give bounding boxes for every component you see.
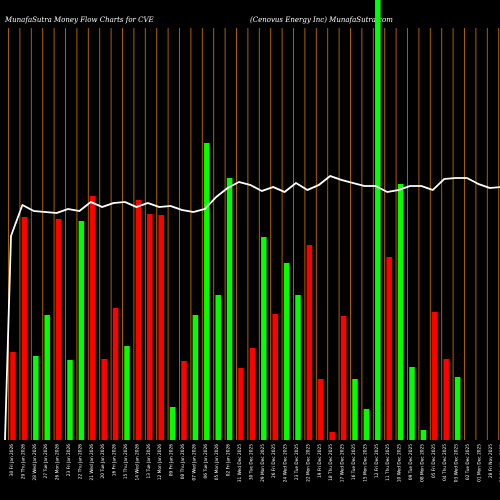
x-tick-label: 05 Mon Jan 2026 bbox=[214, 444, 220, 480]
money-flow-bar bbox=[318, 379, 324, 440]
x-tick-label: 21 Wed Jan 2026 bbox=[89, 444, 95, 481]
money-flow-bar bbox=[386, 257, 392, 440]
money-flow-bar bbox=[249, 348, 256, 440]
money-flow-bar bbox=[124, 346, 130, 440]
x-tick-label: 08 Mon Dec 2025 bbox=[419, 444, 425, 482]
x-tick-label: 14 Wed Jan 2026 bbox=[134, 444, 140, 481]
x-tick-label: 20 Tue Jan 2026 bbox=[100, 444, 106, 479]
x-tick-label: 30 Tue Dec 2025 bbox=[248, 444, 254, 480]
money-flow-bar bbox=[352, 379, 358, 440]
money-flow-bar bbox=[112, 308, 119, 440]
x-tick-label: 28 Fri Nov 2025 bbox=[488, 444, 494, 478]
x-tick-label: 29 Thu Jan 2026 bbox=[20, 444, 26, 479]
x-tick-label: 30 Fri Jan 2026 bbox=[9, 444, 15, 477]
x-tick-label: 15 Mon Dec 2025 bbox=[362, 444, 368, 482]
x-tick-label: 18 Thu Dec 2025 bbox=[328, 444, 334, 481]
x-tick-label: 23 Fri Jan 2026 bbox=[66, 444, 72, 477]
money-flow-bar bbox=[44, 315, 50, 440]
x-tick-label: 15 Thu Jan 2026 bbox=[123, 444, 129, 479]
money-flow-bar bbox=[169, 407, 176, 440]
chart-subtitle: (Cenovus Energy Inc) MunafaSutra.com bbox=[250, 16, 393, 24]
money-flow-bar bbox=[261, 237, 267, 440]
money-flow-bar bbox=[397, 184, 404, 440]
money-flow-bars bbox=[10, 0, 461, 440]
x-tick-label: 16 Tue Dec 2025 bbox=[351, 444, 357, 480]
price-line bbox=[4, 175, 500, 441]
money-flow-bar bbox=[78, 221, 85, 440]
chart-title: MunafaSutra Money Flow Charts for CVE bbox=[4, 16, 154, 24]
x-tick-label: 22 Mon Dec 2025 bbox=[305, 444, 311, 482]
x-tick-labels: 30 Fri Jan 2026 29 Thu Jan 2026 28 Wed Jan… bbox=[9, 444, 500, 483]
money-flow-bar bbox=[90, 196, 96, 440]
x-tick-label: 13 Tue Jan 2026 bbox=[146, 444, 152, 479]
money-flow-bar bbox=[283, 263, 290, 440]
money-flow-bar bbox=[215, 295, 221, 440]
x-tick-label: 04 Thu Dec 2025 bbox=[442, 444, 448, 481]
money-flow-bar bbox=[158, 215, 164, 440]
money-flow-bar bbox=[33, 356, 39, 440]
x-tick-label: 06 Tue Jan 2026 bbox=[203, 444, 209, 479]
x-tick-label: 01 Mon Dec 2025 bbox=[476, 444, 482, 482]
x-tick-label: 02 Tue Dec 2025 bbox=[465, 444, 471, 480]
money-flow-bar bbox=[204, 143, 210, 440]
x-tick-label: 22 Thu Jan 2026 bbox=[77, 444, 83, 479]
x-tick-label: 12 Fri Dec 2025 bbox=[374, 444, 380, 478]
money-flow-bar bbox=[181, 361, 187, 440]
money-flow-bar bbox=[295, 295, 301, 440]
money-flow-bar bbox=[306, 245, 313, 440]
money-flow-bar bbox=[192, 315, 199, 440]
money-flow-bar bbox=[10, 352, 16, 440]
x-tick-label: 08 Thu Jan 2026 bbox=[180, 444, 186, 479]
money-flow-bar bbox=[238, 368, 244, 440]
money-flow-bar bbox=[101, 359, 107, 440]
x-tick-label: 27 Tue Jan 2026 bbox=[43, 444, 49, 479]
x-tick-label: 09 Tue Dec 2025 bbox=[408, 444, 414, 480]
money-flow-bar bbox=[443, 359, 449, 440]
money-flow-bar bbox=[329, 432, 335, 440]
x-tick-label: 09 Fri Jan 2026 bbox=[169, 444, 175, 477]
money-flow-bar bbox=[409, 367, 415, 440]
money-flow-bar bbox=[363, 409, 370, 440]
x-tick-label: 02 Fri Jan 2026 bbox=[226, 444, 232, 477]
money-flow-bar bbox=[340, 316, 347, 440]
money-flow-bar bbox=[55, 219, 62, 440]
money-flow-bar bbox=[147, 214, 153, 440]
x-tick-label: 23 Tue Dec 2025 bbox=[294, 444, 300, 480]
money-flow-bar bbox=[454, 377, 461, 440]
money-flow-bar bbox=[420, 430, 427, 440]
grid-lines bbox=[8, 28, 500, 440]
x-tick-label: 24 Wed Dec 2025 bbox=[283, 444, 289, 482]
x-tick-label: 10 Wed Dec 2025 bbox=[397, 444, 403, 482]
x-tick-label: 05 Fri Dec 2025 bbox=[431, 444, 437, 478]
money-flow-bar bbox=[272, 314, 278, 440]
money-flow-bar bbox=[375, 0, 381, 440]
x-tick-label: 17 Wed Dec 2025 bbox=[340, 444, 346, 482]
x-tick-label: 11 Thu Dec 2025 bbox=[385, 444, 391, 481]
x-tick-label: 28 Wed Jan 2026 bbox=[32, 444, 38, 481]
price-line-layer bbox=[4, 175, 500, 441]
money-flow-bar bbox=[226, 178, 233, 440]
x-tick-label: 16 Fri Jan 2026 bbox=[112, 444, 118, 477]
x-tick-label: 26 Mon Jan 2026 bbox=[55, 444, 61, 480]
money-flow-bar bbox=[21, 217, 28, 440]
x-tick-label: 12 Mon Jan 2026 bbox=[157, 444, 163, 480]
x-tick-label: 07 Wed Jan 2026 bbox=[191, 444, 197, 481]
x-tick-label: 31 Wed Dec 2025 bbox=[237, 444, 243, 482]
money-flow-bar bbox=[67, 360, 73, 440]
x-tick-label: 26 Fri Dec 2025 bbox=[271, 444, 277, 478]
money-flow-bar bbox=[432, 312, 438, 440]
x-tick-label: 29 Mon Dec 2025 bbox=[260, 444, 266, 482]
x-tick-label: 03 Wed Dec 2025 bbox=[454, 444, 460, 482]
x-tick-label: 19 Fri Dec 2025 bbox=[317, 444, 323, 478]
money-flow-bar bbox=[135, 200, 142, 440]
